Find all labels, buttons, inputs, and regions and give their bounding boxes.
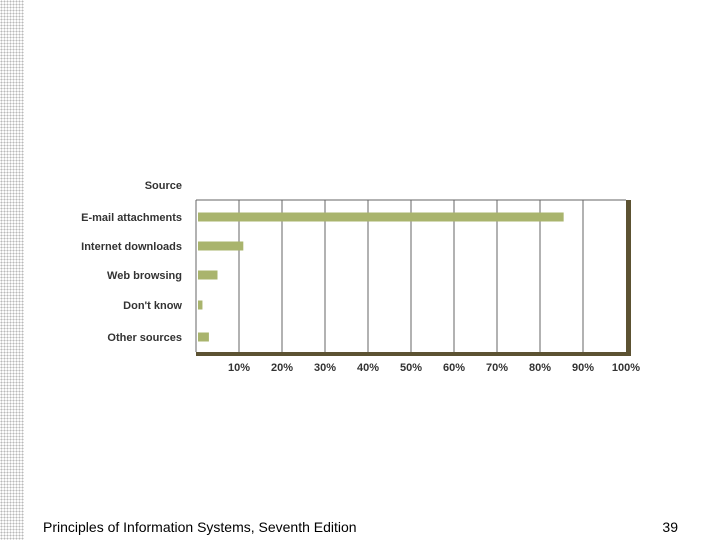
x-tick-label: 70% [486, 362, 508, 374]
footer-title: Principles of Information Systems, Seven… [43, 519, 357, 535]
frame-right [626, 200, 631, 356]
category-label: Web browsing [107, 270, 182, 282]
chart-frame [195, 199, 631, 356]
page-number: 39 [662, 519, 678, 535]
bar [198, 300, 203, 310]
category-labels: E-mail attachments Internet downloads Web … [81, 212, 182, 344]
x-tick-label: 100% [612, 362, 640, 374]
x-tick-label: 20% [271, 362, 293, 374]
category-label: Don't know [123, 300, 182, 312]
category-label: Internet downloads [81, 241, 182, 253]
category-label: E-mail attachments [81, 212, 182, 224]
bar [198, 270, 218, 280]
frame-bottom [196, 352, 631, 356]
x-tick-label: 10% [228, 362, 250, 374]
axis-title-source: Source [145, 180, 182, 192]
bar [198, 212, 564, 222]
x-tick-label: 60% [443, 362, 465, 374]
x-tick-label: 50% [400, 362, 422, 374]
bar [198, 241, 244, 251]
dotted-border-strip [0, 0, 24, 540]
bar [198, 332, 209, 342]
x-tick-label: 30% [314, 362, 336, 374]
x-tick-label: 80% [529, 362, 551, 374]
chart-bars [198, 212, 564, 342]
x-tick-label: 90% [572, 362, 594, 374]
chart-grid [238, 200, 584, 352]
x-tick-labels: 10% 20% 30% 40% 50% 60% 70% 80% 90% 100% [228, 362, 640, 374]
x-tick-label: 40% [357, 362, 379, 374]
category-label: Other sources [107, 332, 182, 344]
